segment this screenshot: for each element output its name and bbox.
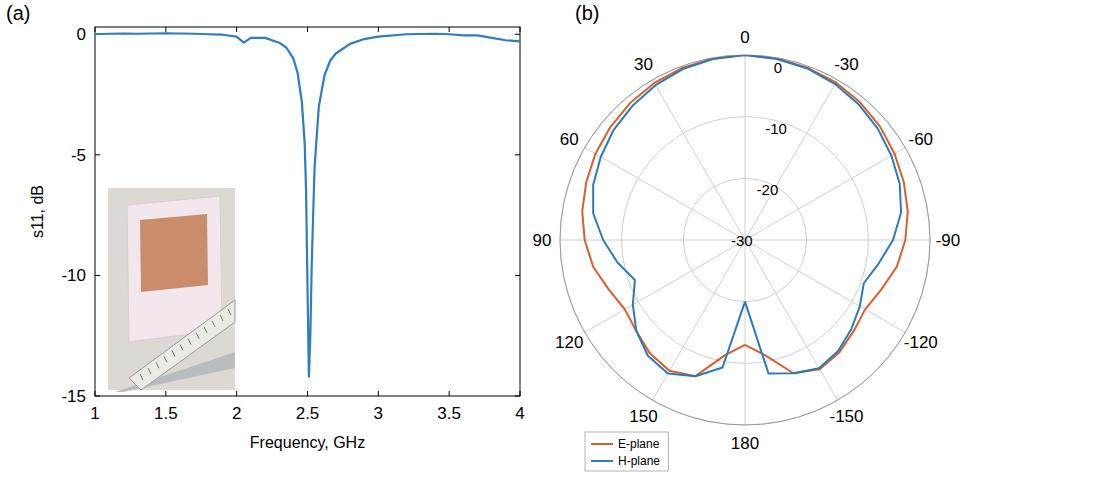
axes-frame (95, 27, 520, 396)
photo-ruler-tick (148, 368, 151, 374)
y-tick (515, 34, 520, 35)
y-tick-label: 0 (77, 25, 86, 44)
photo-ruler-tick (180, 345, 183, 351)
angle-tick-label: 180 (731, 434, 759, 453)
x-tick-label: 4 (515, 404, 524, 423)
angle-tick-label: -30 (834, 55, 859, 74)
radial-tick-label: -30 (731, 232, 753, 249)
photo-ruler-tick (156, 362, 159, 368)
y-tick (95, 275, 100, 276)
y-tick-label: -15 (61, 387, 86, 406)
x-tick-label: 1 (90, 404, 99, 423)
x-tick-label: 2 (232, 404, 241, 423)
x-tick (520, 391, 521, 396)
x-tick (307, 27, 308, 32)
panel-b: (b) 0 30 60 90 120 150 180 -150 -120 -90 -60 -30 -30 -… (533, 2, 961, 471)
x-tick (236, 27, 237, 32)
x-tick (449, 391, 450, 396)
angular-grid (745, 240, 905, 333)
plot-area (582, 55, 908, 376)
legend-swatch (591, 443, 613, 445)
radial-tick-label: -20 (757, 181, 779, 198)
y-tick-label: -10 (61, 266, 86, 285)
x-tick-label: 1.5 (154, 404, 178, 423)
y-axis-title: s11, dB (29, 185, 46, 238)
x-tick-label: 3.5 (437, 404, 461, 423)
x-tick (95, 27, 96, 32)
x-tick (165, 391, 166, 396)
photo-ruler-tick (164, 356, 167, 362)
angular-grid (745, 55, 746, 240)
photo-ruler-tick (196, 333, 199, 339)
photo-ruler-tick (228, 309, 231, 315)
y-tick (515, 154, 520, 155)
angle-tick-label: -90 (936, 231, 961, 250)
radial-grid (560, 55, 930, 425)
angular-grid (745, 240, 746, 425)
pattern-line (582, 55, 908, 376)
panel-a: (a) 1 1.5 2 2.5 3 3.5 4 -15 -10 -5 0 Frequency, GHz s… (6, 2, 525, 451)
photo-ruler (129, 300, 235, 390)
polar-frame (560, 55, 930, 425)
photo-ruler-tick (212, 321, 215, 327)
x-tick (307, 391, 308, 396)
legend-label: E-plane (618, 437, 660, 451)
angular-grid (585, 148, 745, 241)
angular-grid (745, 240, 930, 241)
angular-grid (560, 240, 745, 241)
legend: E-plane H-plane (585, 432, 668, 471)
angle-tick-label: 90 (533, 231, 552, 250)
y-tick (515, 275, 520, 276)
y-tick (515, 396, 520, 397)
s11-line (95, 33, 520, 376)
y-tick-label: -5 (71, 146, 86, 165)
pattern-line (593, 55, 901, 376)
x-axis-title: Frequency, GHz (250, 434, 365, 451)
angular-grid (745, 240, 838, 400)
x-tick-label: 2.5 (296, 404, 320, 423)
angular-grid (653, 80, 746, 240)
photo-ruler-tick (220, 315, 223, 321)
photo-ruler-tick (188, 339, 191, 345)
radial-tick-label: -10 (765, 120, 787, 137)
plot-area (95, 33, 520, 376)
photo-ruler-tick (204, 327, 207, 333)
angle-tick-label: 0 (740, 28, 749, 47)
x-tick (378, 27, 379, 32)
x-tick-label: 3 (374, 404, 383, 423)
angle-tick-label: 150 (629, 407, 657, 426)
x-tick (95, 391, 96, 396)
legend-swatch (591, 460, 613, 462)
angle-tick-label: -120 (904, 333, 938, 352)
angular-grid (745, 148, 905, 241)
radial-tick-label: 0 (774, 59, 782, 76)
y-tick (95, 154, 100, 155)
angle-tick-label: 30 (634, 55, 653, 74)
x-tick (378, 391, 379, 396)
inset-photo (108, 188, 235, 392)
x-tick (236, 391, 237, 396)
photo-ruler-tick (140, 374, 143, 380)
angle-tick-label: 120 (555, 333, 583, 352)
photo-patch (140, 214, 208, 292)
polar-ground (560, 55, 930, 425)
legend-label: H-plane (618, 454, 660, 468)
angle-tick-label: -60 (909, 130, 934, 149)
panel-letter: (b) (575, 2, 599, 24)
panel-letter: (a) (6, 2, 30, 24)
y-tick (95, 396, 100, 397)
x-tick (165, 27, 166, 32)
x-tick (449, 27, 450, 32)
legend-box (585, 432, 668, 471)
x-tick (520, 27, 521, 32)
angle-tick-label: 60 (560, 130, 579, 149)
photo-ruler-tick (172, 350, 175, 356)
angular-grid (653, 240, 746, 400)
angle-tick-label: -150 (829, 407, 863, 426)
figure: (a) 1 1.5 2 2.5 3 3.5 4 -15 -10 -5 0 Frequency, GHz s… (0, 0, 1119, 479)
angular-grid (745, 80, 838, 240)
angular-grid (585, 240, 745, 333)
